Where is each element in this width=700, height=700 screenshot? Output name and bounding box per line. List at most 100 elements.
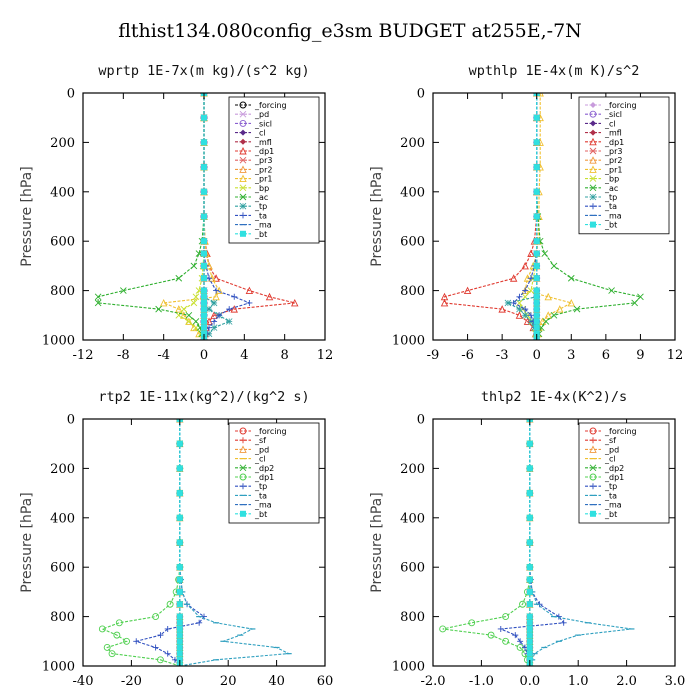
series-line [524,93,573,340]
x-tick-label: 0 [176,674,184,689]
data-point [94,299,102,307]
data-point [533,306,540,313]
data-point [201,324,207,331]
chart-panel: wprtp 1E-7x(m kg)/(s^2 kg) -12 -8 -4 0 4 8 12 0 2… [19,63,333,363]
data-point [533,114,540,121]
panel-title: rtp2 1E-11x(kg^2)/(kg^2 s) [98,389,309,405]
legend-label: _bp [604,175,619,184]
data-point [201,318,207,325]
legend-marker [589,473,597,481]
legend-label: _dp1 [254,473,274,482]
data-point [526,650,533,657]
data-point [533,318,540,325]
data-point [512,632,519,639]
legend-label: _forcing [254,427,287,436]
y-axis-label: Pressure [hPa] [369,166,385,266]
x-tick-label: 3 [567,348,575,363]
data-point [522,287,529,294]
data-point [201,312,207,319]
data-point [230,305,238,313]
legend: _forcing_sicl_cl_mfl_dp1_pr3_pr2_pr1_bp_… [578,96,670,235]
data-point [533,188,540,195]
legend-label: _pr2 [604,156,622,165]
legend-marker [590,203,596,210]
data-point [120,287,127,294]
x-tick-label: -3 [496,348,509,363]
y-tick-label: 600 [50,561,75,576]
series-line [443,93,538,340]
series-line [177,93,205,340]
data-point [533,213,540,220]
panels: wprtp 1E-7x(m kg)/(s^2 kg)-12 -8 -4 0 4 8 1202… [19,63,685,689]
legend-label: _bt [254,510,267,519]
data-point [166,600,174,608]
series-bt [526,419,533,666]
legend-label: _cl [604,455,616,464]
y-tick-label: 0 [417,87,425,102]
legend-marker [239,101,247,109]
data-point [517,638,524,645]
data-point [544,311,552,319]
data-point [205,330,213,338]
data-point [225,318,233,325]
series-line [442,419,531,666]
series-bt [176,419,183,666]
x-tick-label: -40 [73,674,94,689]
data-point [504,299,512,307]
data-point [176,644,183,651]
y-tick-label: 1000 [392,334,425,349]
y-tick-label: 800 [50,610,75,625]
data-point [533,312,540,319]
data-point [502,637,510,645]
legend-marker [240,437,246,444]
data-point [176,656,183,663]
legend-marker [240,483,246,490]
data-point [195,250,203,257]
data-point [206,324,213,331]
y-axis-label: Pressure [hPa] [19,166,35,266]
data-point [533,293,540,300]
legend-marker [239,184,247,192]
legend-marker [589,165,597,173]
legend-label: _bp [254,184,269,193]
data-point [164,625,171,632]
data-point [210,299,218,307]
data-point [155,305,162,313]
data-point [542,318,550,325]
legend-marker [239,193,247,201]
legend: _forcing_sf_pd_cl_dp2_dp1_tp_ta_ma_bt [228,422,320,524]
data-point [526,619,533,626]
data-point [439,625,447,633]
legend-marker [589,175,597,182]
legend-marker [239,174,247,183]
y-tick-label: 200 [400,136,425,151]
x-tick-label: 12 [317,348,334,363]
legend-label: _pr1 [254,175,272,184]
data-point [201,250,207,257]
data-point [533,330,540,337]
legend-marker [589,193,597,201]
legend-label: _bt [604,510,617,519]
data-point [176,576,183,583]
legend-marker [590,221,596,228]
x-tick-label: 3.0 [665,674,686,689]
data-point [526,601,533,608]
data-point [98,625,106,633]
data-point [533,324,540,331]
data-point [521,312,529,319]
data-point [156,656,164,664]
data-point [176,514,183,521]
legend-marker [590,129,596,136]
data-point [176,564,183,571]
data-point [502,613,510,621]
data-point [180,311,188,319]
data-point [226,306,233,313]
data-point [526,465,533,472]
data-point [527,312,534,319]
data-point [536,93,544,97]
legend-label: _dp1 [604,138,624,147]
y-tick-label: 1000 [392,660,425,675]
legend-label: _forcing [604,101,637,110]
data-point [176,632,183,639]
y-tick-label: 600 [50,235,75,250]
